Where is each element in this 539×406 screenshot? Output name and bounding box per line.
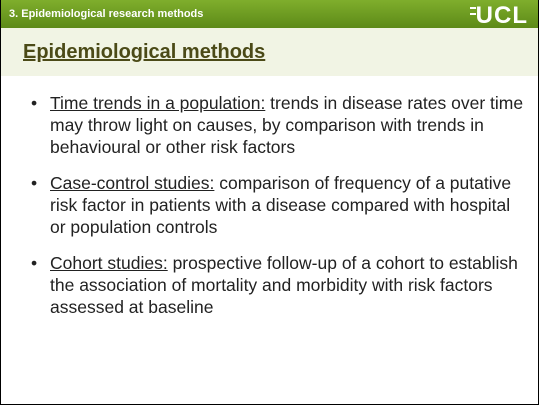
bullet-dot: • xyxy=(31,173,38,193)
slide-title: Epidemiological methods xyxy=(23,41,266,63)
bullet-text: prospective follow-up of a cohort to est… xyxy=(50,253,518,317)
bullet-term: Cohort studies: xyxy=(50,253,168,273)
bullet-item: • Cohort studies: prospective follow-up o… xyxy=(29,252,529,318)
header-bar: 3. Epidemiological research methods UCL xyxy=(1,0,538,29)
bullet-term: Time trends in a population: xyxy=(50,93,266,113)
bullet-text: comparison of frequency of a putative ri… xyxy=(50,173,512,237)
bullet-term: Case-control studies: xyxy=(50,173,215,193)
title-band xyxy=(1,28,538,76)
section-label: 3. Epidemiological research methods xyxy=(9,8,204,20)
bullet-dot: • xyxy=(31,253,38,273)
logo: UCL xyxy=(475,2,528,29)
bullet-item: • Case-control studies: comparison of fre… xyxy=(29,172,529,238)
bullet-list: • Time trends in a population: trends in … xyxy=(29,92,529,332)
bullet-item: • Time trends in a population: trends in … xyxy=(29,92,529,158)
logo-mark xyxy=(470,7,476,15)
bullet-dot: • xyxy=(31,93,38,113)
bullet-text: trends in disease rates over time may th… xyxy=(50,93,524,157)
